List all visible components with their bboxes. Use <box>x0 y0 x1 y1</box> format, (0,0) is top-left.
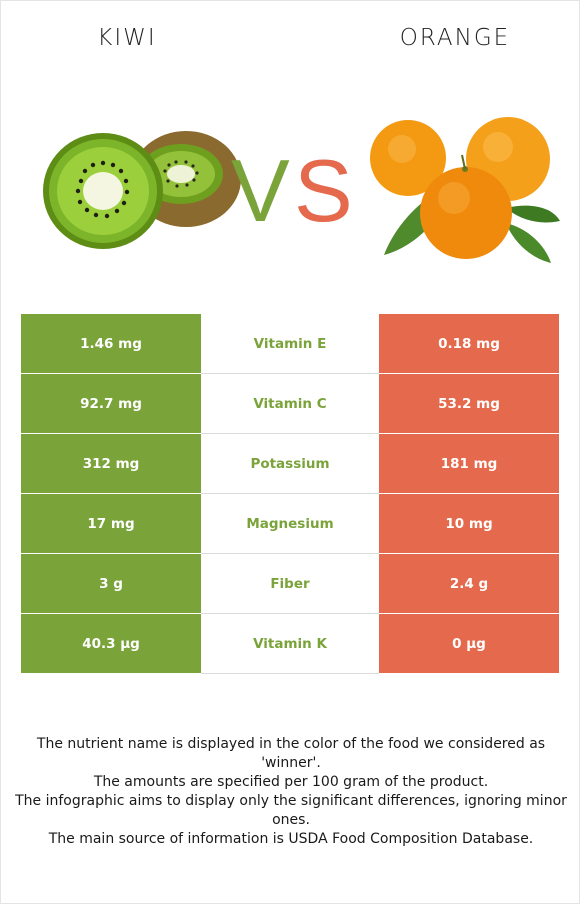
kiwi-title: KIWI <box>97 25 157 51</box>
table-row: 17 mg Magnesium 10 mg <box>21 494 559 554</box>
comparison-table: 1.46 mg Vitamin E 0.18 mg 92.7 mg Vitami… <box>21 314 559 674</box>
vs-s-letter: S <box>294 141 353 231</box>
orange-value: 0.18 mg <box>379 314 559 374</box>
orange-image <box>370 117 560 263</box>
footnote: The infographic aims to display only the… <box>15 793 567 828</box>
kiwi-value: 1.46 mg <box>21 314 201 374</box>
nutrient-name: Vitamin K <box>201 614 379 674</box>
kiwi-value: 3 g <box>21 554 201 614</box>
nutrient-name: Fiber <box>201 554 379 614</box>
footnote: The amounts are specified per 100 gram o… <box>93 774 489 790</box>
nutrient-name: Vitamin C <box>201 374 379 434</box>
kiwi-value: 312 mg <box>21 434 201 494</box>
table-row: 40.3 µg Vitamin K 0 µg <box>21 614 559 674</box>
orange-value: 2.4 g <box>379 554 559 614</box>
orange-value: 181 mg <box>379 434 559 494</box>
orange-title: ORANGE <box>399 25 511 51</box>
nutrient-name: Magnesium <box>201 494 379 554</box>
footnotes: The nutrient name is displayed in the co… <box>15 735 567 849</box>
kiwi-value: 40.3 µg <box>21 614 201 674</box>
kiwi-value: 92.7 mg <box>21 374 201 434</box>
table-row: 312 mg Potassium 181 mg <box>21 434 559 494</box>
orange-value: 10 mg <box>379 494 559 554</box>
vs-label: V S <box>231 141 353 231</box>
orange-value: 0 µg <box>379 614 559 674</box>
footnote: The main source of information is USDA F… <box>48 831 534 847</box>
footnote: The nutrient name is displayed in the co… <box>36 736 546 771</box>
nutrient-name: Vitamin E <box>201 314 379 374</box>
table-row: 92.7 mg Vitamin C 53.2 mg <box>21 374 559 434</box>
kiwi-value: 17 mg <box>21 494 201 554</box>
kiwi-image <box>43 131 241 249</box>
orange-value: 53.2 mg <box>379 374 559 434</box>
vs-v-letter: V <box>231 141 290 231</box>
nutrient-name: Potassium <box>201 434 379 494</box>
table-row: 1.46 mg Vitamin E 0.18 mg <box>21 314 559 374</box>
table-row: 3 g Fiber 2.4 g <box>21 554 559 614</box>
